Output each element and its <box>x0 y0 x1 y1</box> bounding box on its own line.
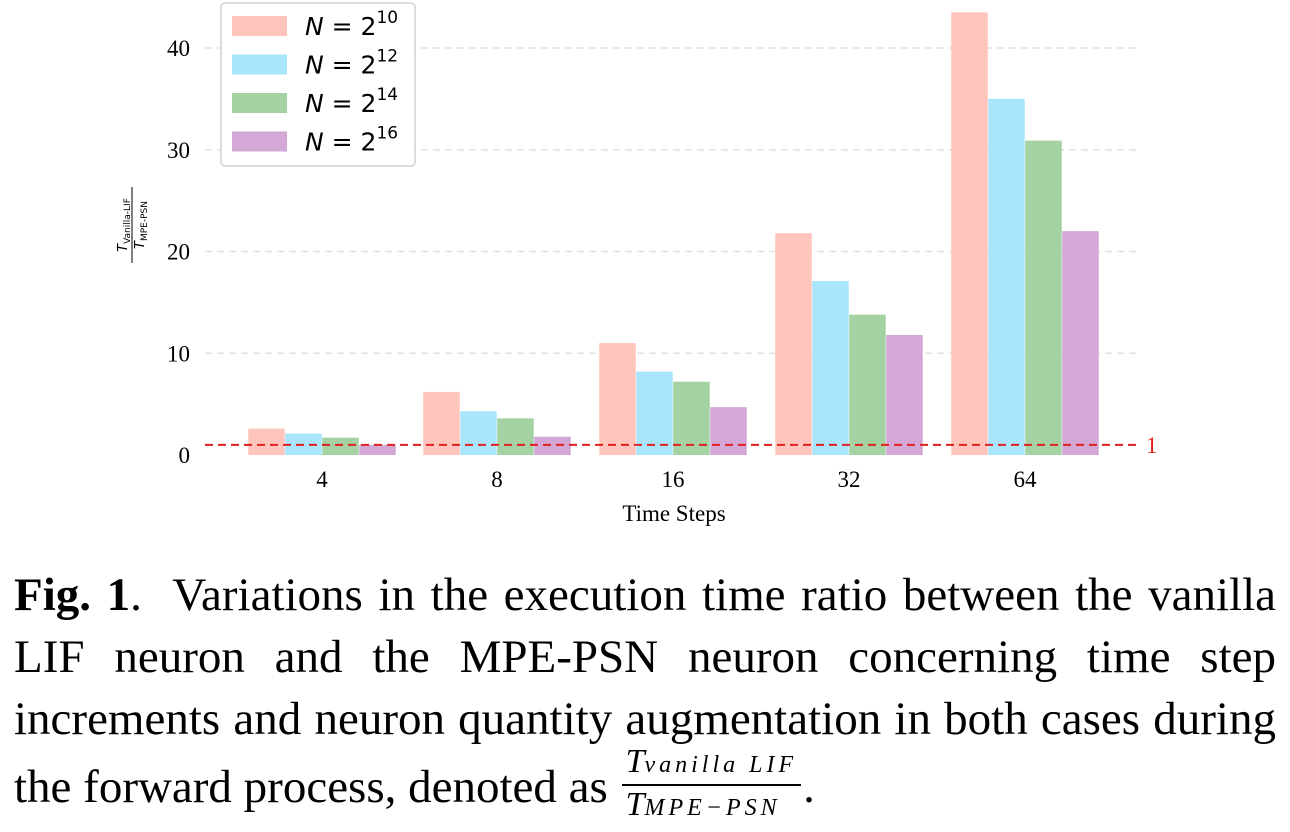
y-tick-label: 20 <box>167 240 190 265</box>
caption-end-punct: . <box>803 760 815 813</box>
y-axis-label: TVanilla-LIF TMPE-PSN <box>116 187 150 263</box>
y-tick-label: 40 <box>167 36 190 61</box>
bar <box>497 418 534 455</box>
legend-swatch <box>232 54 287 75</box>
bar <box>599 343 636 455</box>
figure: 1 0 10 20 30 40 4 8 16 32 64 Time Steps TVanilla… <box>14 2 1276 823</box>
legend-item: N = 214 <box>232 85 398 118</box>
bar <box>710 407 747 455</box>
legend-items: N = 210 N = 212 N = 214 N = 216 <box>232 8 398 157</box>
bars <box>248 12 1099 455</box>
x-tick-label: 8 <box>491 467 503 492</box>
legend-item: N = 212 <box>232 47 398 80</box>
legend-swatch <box>232 16 287 36</box>
bar <box>636 371 673 455</box>
x-tick-label: 4 <box>316 467 328 492</box>
svg-text:TMPE-PSN: TMPE-PSN <box>133 201 150 249</box>
legend-label: N = 214 <box>305 85 398 118</box>
y-label-num-sub: Vanilla-LIF <box>123 198 133 244</box>
formula-num-symbol: T <box>625 743 645 780</box>
legend-label: N = 212 <box>305 47 398 80</box>
legend-swatch <box>232 131 287 152</box>
x-tick-label: 64 <box>1014 467 1038 492</box>
x-tick-label: 32 <box>838 467 861 492</box>
formula-den-symbol: T <box>625 786 645 823</box>
y-tick-label: 10 <box>167 341 190 366</box>
bar <box>849 314 886 455</box>
bar <box>248 428 285 455</box>
bar <box>534 436 571 455</box>
legend-label: N = 210 <box>305 8 398 41</box>
figure-caption: Fig. 1. Variations in the execution time… <box>14 564 1276 832</box>
bar <box>673 381 710 455</box>
legend-swatch <box>232 93 287 113</box>
y-label-den-symbol: T <box>133 240 148 249</box>
bar <box>812 281 849 455</box>
y-tick-label: 30 <box>167 138 190 163</box>
legend-item: N = 216 <box>232 124 398 157</box>
formula-num-sub: vanilla LIF <box>644 752 798 778</box>
bar <box>1025 140 1062 455</box>
reference-line-label: 1 <box>1146 433 1158 458</box>
bar <box>322 437 359 455</box>
caption-text: Variations in the execution time ratio b… <box>14 569 1276 813</box>
x-tick-label: 16 <box>662 467 685 492</box>
svg-text:TVanilla-LIF: TVanilla-LIF <box>116 198 133 252</box>
legend-frame <box>220 2 416 167</box>
y-label-den-sub: MPE-PSN <box>140 201 150 241</box>
bar <box>775 233 812 455</box>
bar <box>359 444 396 455</box>
reference-line-group: 1 <box>205 433 1158 458</box>
x-tick-labels: 4 8 16 32 64 <box>316 467 1037 492</box>
formula-den-sub: MPE−PSN <box>644 795 781 821</box>
y-label-num-symbol: T <box>116 243 131 252</box>
bar <box>951 12 988 455</box>
y-tick-labels: 0 10 20 30 40 <box>167 36 190 468</box>
caption-formula: Tvanilla LIF TMPE−PSN <box>621 743 802 826</box>
legend: N = 210 N = 212 N = 214 N = 216 <box>220 2 416 167</box>
bar <box>1062 231 1099 455</box>
legend-label: N = 216 <box>305 124 398 157</box>
x-axis-label: Time Steps <box>622 501 725 526</box>
legend-item: N = 210 <box>232 8 398 41</box>
bar-chart: 1 0 10 20 30 40 4 8 16 32 64 Time Steps TVanilla… <box>116 2 1158 526</box>
y-tick-label: 0 <box>179 443 191 468</box>
bar <box>886 334 923 455</box>
bar <box>988 98 1025 455</box>
bar <box>460 411 497 455</box>
caption-label: Fig. 1 <box>14 569 131 621</box>
